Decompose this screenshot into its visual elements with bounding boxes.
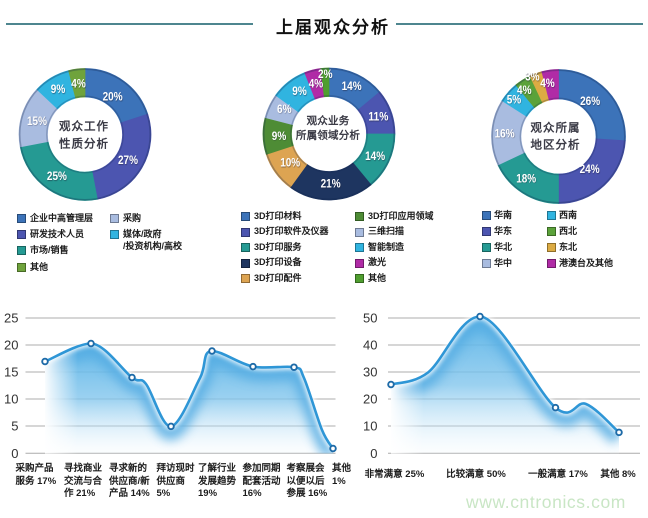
- svg-text:14%: 14%: [365, 149, 385, 163]
- svg-text:观众所属: 观众所属: [531, 121, 581, 135]
- svg-text:4%: 4%: [540, 76, 555, 90]
- svg-text:9%: 9%: [51, 82, 66, 96]
- svg-text:20%: 20%: [103, 90, 123, 104]
- svg-text:4%: 4%: [517, 83, 532, 97]
- svg-text:性质分析: 性质分析: [59, 137, 109, 151]
- svg-text:20: 20: [4, 338, 18, 353]
- svg-text:地区分析: 地区分析: [531, 138, 581, 152]
- svg-text:观众业务: 观众业务: [307, 114, 350, 127]
- svg-text:21%: 21%: [321, 177, 341, 191]
- svg-text:10: 10: [4, 392, 18, 407]
- svg-text:4%: 4%: [309, 76, 324, 90]
- svg-text:15: 15: [4, 365, 18, 380]
- svg-text:2%: 2%: [318, 67, 333, 81]
- svg-text:30: 30: [363, 365, 377, 380]
- svg-text:观众工作: 观众工作: [59, 119, 109, 133]
- svg-text:18%: 18%: [516, 171, 536, 185]
- svg-text:10: 10: [363, 419, 377, 434]
- svg-text:所属领域分析: 所属领域分析: [296, 129, 360, 142]
- svg-text:5: 5: [11, 419, 18, 434]
- svg-text:0: 0: [370, 446, 377, 461]
- svg-text:14%: 14%: [342, 79, 362, 93]
- svg-text:9%: 9%: [292, 84, 307, 98]
- svg-text:16%: 16%: [495, 126, 515, 140]
- svg-text:11%: 11%: [368, 109, 388, 123]
- svg-text:27%: 27%: [118, 153, 138, 167]
- svg-text:5%: 5%: [507, 92, 522, 106]
- svg-text:40: 40: [363, 338, 377, 353]
- svg-text:50: 50: [363, 311, 377, 326]
- svg-text:9%: 9%: [272, 129, 287, 143]
- svg-text:20: 20: [363, 392, 377, 407]
- svg-text:25: 25: [4, 311, 18, 326]
- svg-text:24%: 24%: [580, 162, 600, 176]
- svg-text:4%: 4%: [71, 77, 86, 91]
- svg-text:10%: 10%: [280, 155, 300, 169]
- svg-text:26%: 26%: [580, 94, 600, 108]
- svg-text:0: 0: [11, 446, 18, 461]
- svg-text:25%: 25%: [47, 169, 67, 183]
- svg-text:6%: 6%: [277, 102, 292, 116]
- svg-text:3%: 3%: [525, 70, 540, 84]
- svg-text:15%: 15%: [27, 114, 47, 128]
